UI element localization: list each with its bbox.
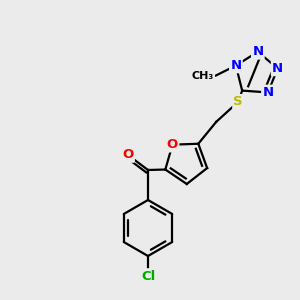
Text: Cl: Cl <box>141 269 155 283</box>
Text: N: N <box>230 59 242 72</box>
Text: O: O <box>122 148 134 161</box>
Text: CH₃: CH₃ <box>192 70 214 80</box>
Text: O: O <box>167 138 178 151</box>
Text: N: N <box>252 45 263 58</box>
Text: N: N <box>262 86 274 99</box>
Text: N: N <box>272 62 283 75</box>
Text: S: S <box>233 95 243 108</box>
